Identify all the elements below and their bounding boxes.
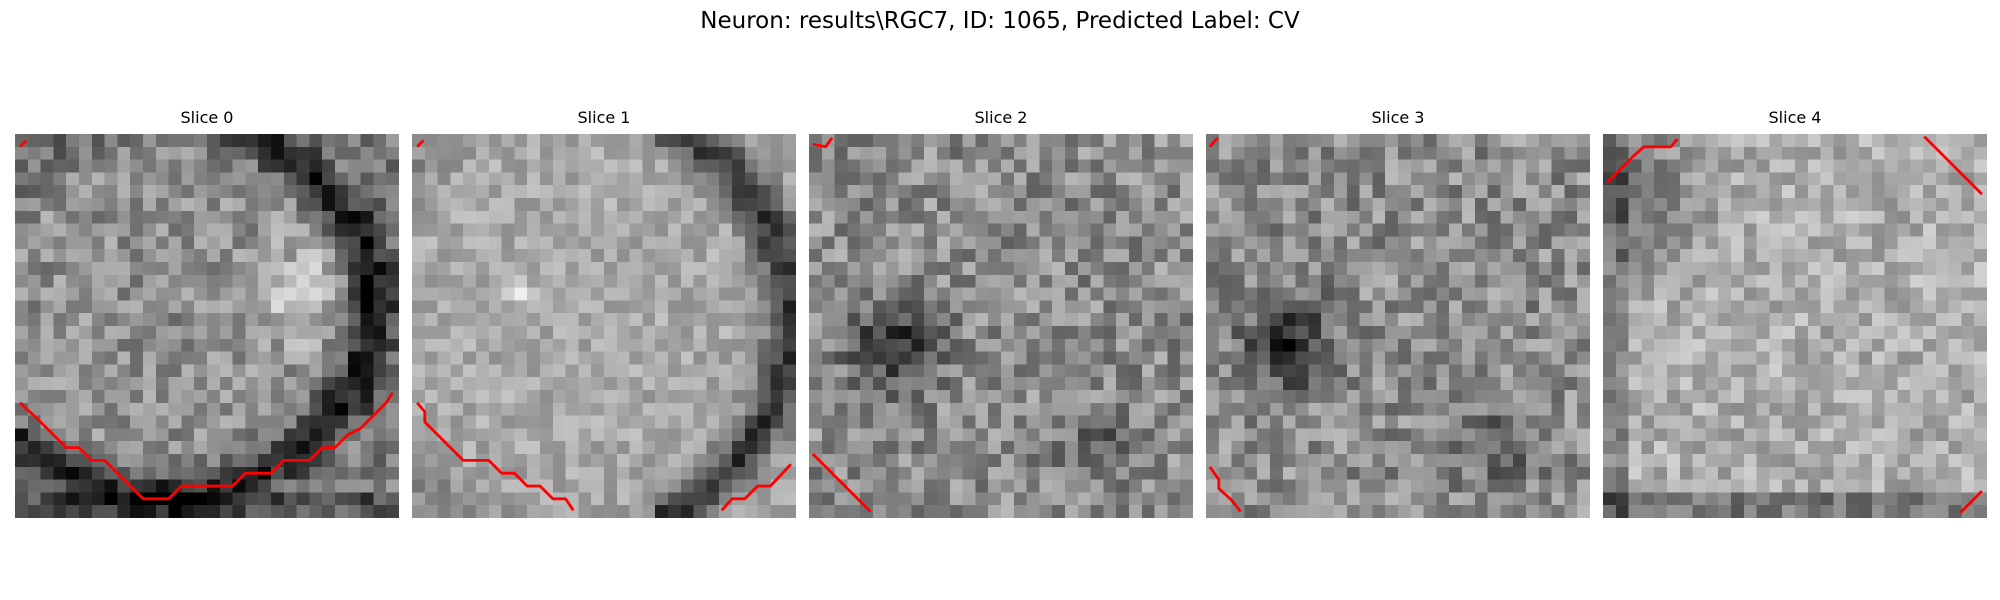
slice-image	[412, 134, 796, 518]
slice-title: Slice 2	[974, 108, 1028, 127]
segmentation-contour	[1959, 490, 1983, 514]
segmentation-contour	[1208, 465, 1242, 513]
slice-title: Slice 4	[1768, 108, 1822, 127]
segmentation-contour	[19, 139, 28, 148]
slice-title: Slice 1	[577, 108, 631, 127]
slice-image	[15, 134, 399, 518]
segmentation-contour	[1605, 138, 1679, 184]
slice-image	[1206, 134, 1590, 518]
segmentation-contour	[416, 139, 425, 148]
figure-title: Neuron: results\RGC7, ID: 1065, Predicte…	[700, 8, 1300, 34]
pixel-grid	[15, 134, 399, 518]
segmentation-contour	[416, 401, 575, 512]
segmentation-contour	[812, 137, 834, 149]
slice-image	[809, 134, 1193, 518]
slice-image	[1603, 134, 1987, 518]
segmentation-contour	[720, 463, 792, 512]
pixel-grid	[809, 134, 1193, 518]
pixel-grid	[1603, 134, 1987, 518]
segmentation-contour	[19, 391, 394, 501]
slice-title: Slice 3	[1371, 108, 1425, 127]
pixel-grid	[1206, 134, 1590, 518]
segmentation-contour	[1208, 136, 1219, 148]
segmentation-contour	[811, 453, 872, 513]
segmentation-contour	[1923, 135, 1983, 196]
slice-title: Slice 0	[180, 108, 234, 127]
